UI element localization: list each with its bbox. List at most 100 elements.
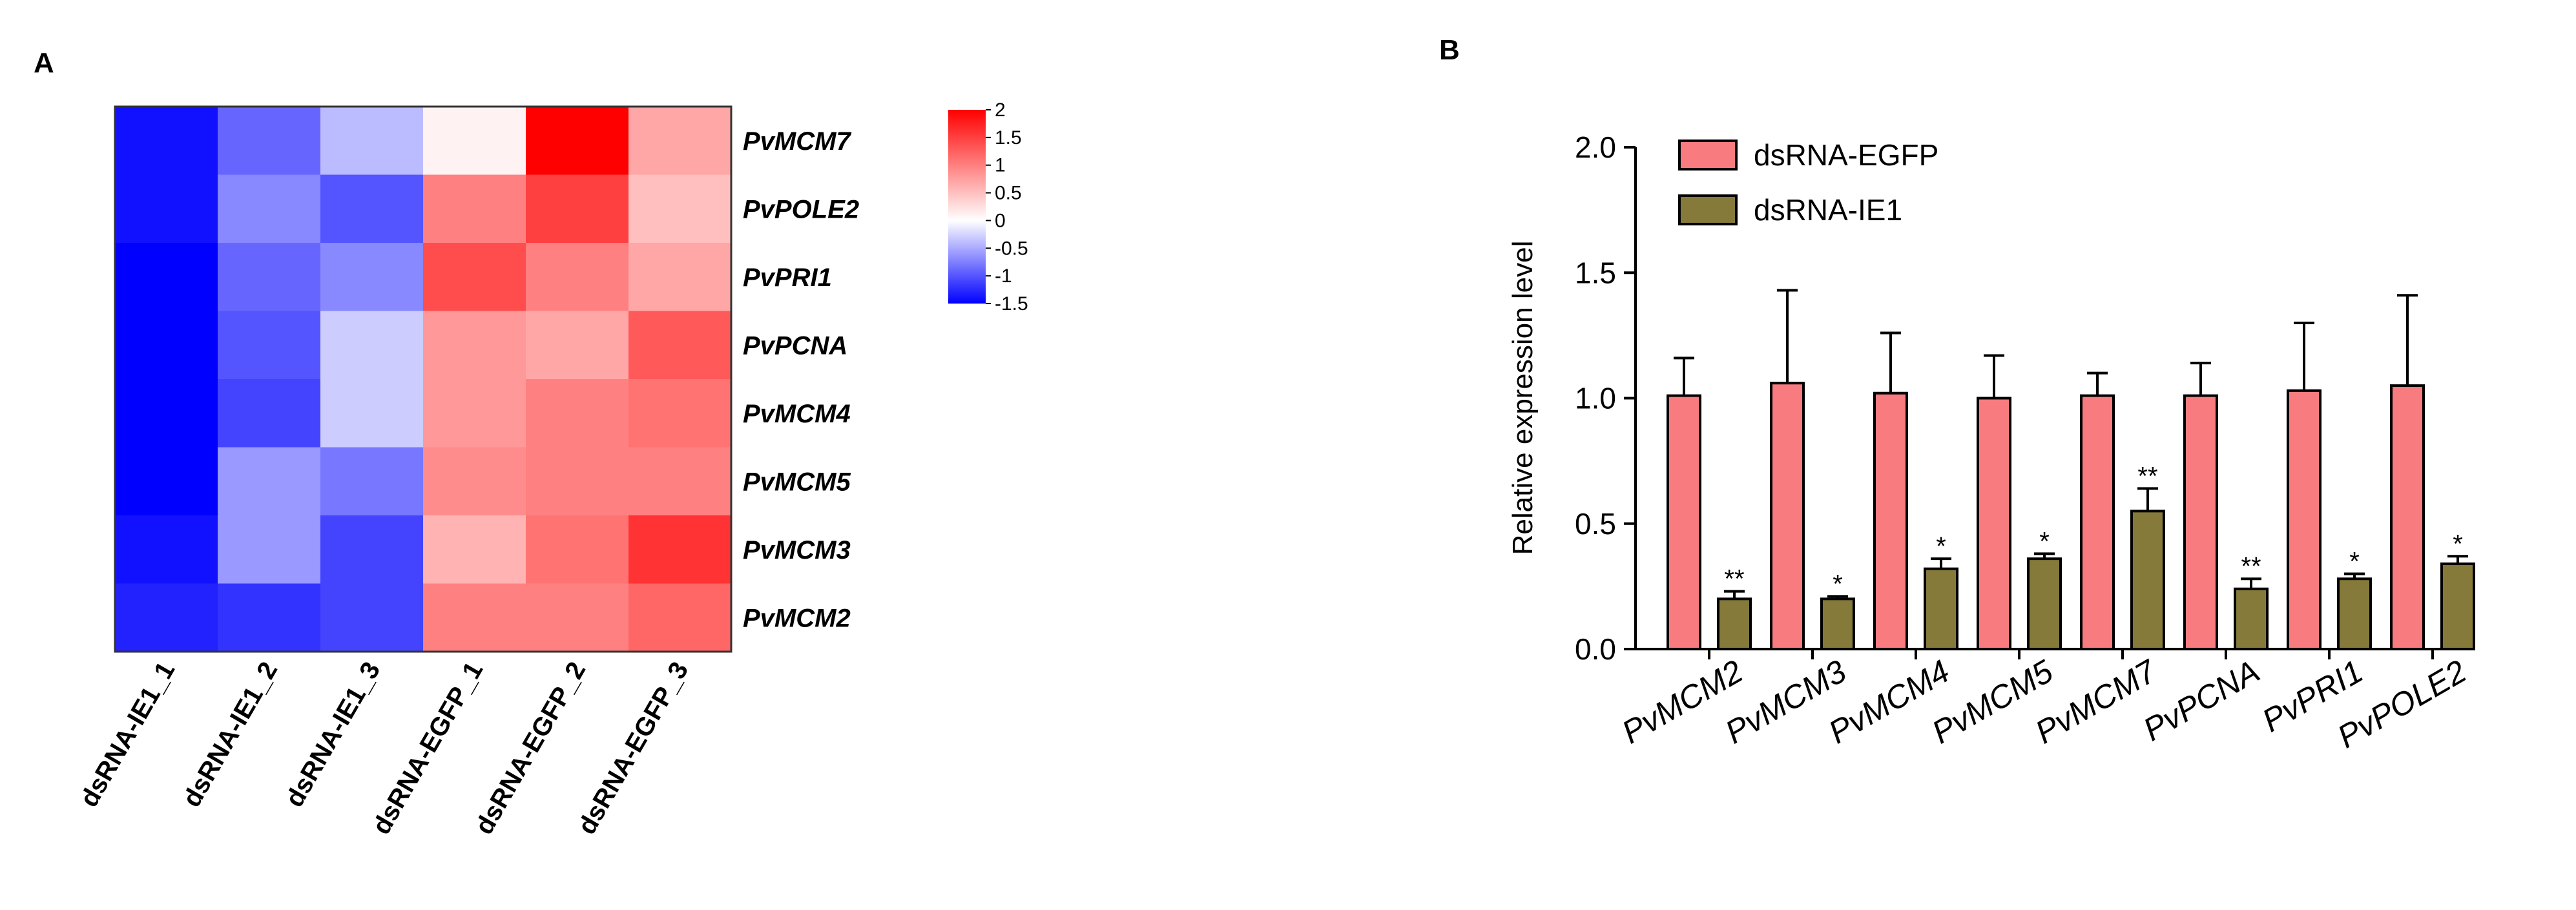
heatmap-row-label: PvPOLE2	[743, 195, 859, 223]
heatmap-row-label: PvMCM2	[743, 604, 851, 632]
bar	[2130, 510, 2165, 651]
heatmap-cell	[526, 107, 629, 175]
heatmap-cell	[320, 243, 424, 311]
heatmap-cell	[628, 107, 732, 175]
heatmap-border	[114, 105, 732, 653]
bar	[2287, 389, 2322, 650]
heatmap-row-label: PvMCM7	[743, 127, 851, 156]
heatmap-cell	[218, 243, 321, 311]
legend-swatch	[1678, 140, 1738, 171]
heatmap-cell	[423, 583, 526, 652]
heatmap-cell	[115, 243, 218, 311]
heatmap-cell	[526, 583, 629, 652]
heatmap-cell	[320, 515, 424, 584]
heatmap-cell	[526, 311, 629, 380]
heatmap-cell	[218, 515, 321, 584]
heatmap-cell	[115, 311, 218, 380]
heatmap-cell	[628, 174, 732, 243]
bar	[2027, 557, 2062, 651]
heatmap-cell	[218, 379, 321, 448]
colorbar	[948, 110, 986, 304]
significance-marker: *	[2349, 547, 2360, 575]
heatmap-cell	[218, 447, 321, 516]
bar	[2390, 384, 2425, 650]
heatmap-cell	[423, 447, 526, 516]
heatmap-column-label: dsRNA-EGFP_1	[367, 657, 488, 840]
bar	[2080, 394, 2115, 650]
heatmap-cell	[423, 243, 526, 311]
y-tick-label: 0.5	[1575, 507, 1616, 541]
significance-marker: **	[2241, 552, 2261, 581]
y-tick-label: 1.5	[1575, 256, 1616, 289]
bar	[1924, 567, 1958, 650]
heatmap-cell	[526, 515, 629, 584]
bar	[1820, 597, 1855, 650]
heatmap-cell	[526, 243, 629, 311]
heatmap-cell	[628, 515, 732, 584]
heatmap-column-label: dsRNA-IE1_2	[178, 657, 284, 812]
panel-label-a: A	[34, 47, 54, 79]
colorbar-tick-label: -1	[995, 265, 1012, 287]
heatmap-cell	[423, 515, 526, 584]
significance-marker: **	[1724, 565, 1744, 594]
y-tick-label: 0.0	[1575, 632, 1616, 666]
heatmap-cell	[628, 311, 732, 380]
bar	[2183, 394, 2218, 650]
heatmap-cell	[320, 311, 424, 380]
colorbar-tick-label: 1	[995, 155, 1006, 176]
heatmap-cell	[628, 243, 732, 311]
heatmap-cell	[526, 379, 629, 448]
heatmap-cell	[628, 583, 732, 652]
panel-label-b: B	[1439, 34, 1460, 66]
heatmap-cell	[423, 311, 526, 380]
heatmap-cell	[115, 583, 218, 652]
heatmap-column-label: dsRNA-IE1_1	[75, 657, 181, 812]
bar	[1770, 382, 1805, 650]
heatmap-cell	[115, 107, 218, 175]
heatmap-row-label: PvMCM4	[743, 400, 851, 428]
heatmap-cell	[320, 583, 424, 652]
colorbar-tick-label: 0	[995, 210, 1006, 231]
heatmap-row-label: PvMCM5	[743, 468, 851, 496]
heatmap-cell	[320, 447, 424, 516]
heatmap-cell	[320, 174, 424, 243]
heatmap-row-label: PvPRI1	[743, 264, 832, 292]
heatmap-row-label: PvPCNA	[743, 331, 847, 360]
colorbar-tick-label: 0.5	[995, 183, 1022, 204]
bar	[2234, 587, 2269, 651]
bar	[1977, 397, 2011, 650]
bar	[2440, 562, 2475, 650]
significance-marker: *	[2039, 527, 2050, 555]
heatmap-cell	[423, 107, 526, 175]
bar	[1873, 391, 1908, 650]
significance-marker: **	[2137, 462, 2157, 490]
legend-swatch	[1678, 194, 1738, 225]
significance-marker: *	[1936, 532, 1946, 561]
legend-label: dsRNA-IE1	[1754, 193, 1902, 227]
heatmap-cell	[115, 174, 218, 243]
heatmap-cell	[526, 447, 629, 516]
colorbar-tick-label: 2	[995, 99, 1006, 121]
heatmap-cell	[115, 447, 218, 516]
y-tick-label: 1.0	[1575, 382, 1616, 415]
y-tick-label: 2.0	[1575, 130, 1616, 164]
heatmap-cell	[115, 379, 218, 448]
bar	[1717, 597, 1752, 650]
heatmap-cell	[218, 311, 321, 380]
significance-marker: *	[1833, 570, 1843, 598]
heatmap-cell	[320, 107, 424, 175]
colorbar-tick-label: -0.5	[995, 238, 1028, 259]
heatmap-cell	[218, 107, 321, 175]
x-tick-label: PvPCNA	[2137, 653, 2266, 748]
bar	[1667, 394, 1701, 650]
heatmap-cell	[628, 447, 732, 516]
heatmap-cell	[423, 174, 526, 243]
heatmap-cell	[423, 379, 526, 448]
heatmap-column-label: dsRNA-EGFP_3	[572, 657, 694, 840]
heatmap-cell	[115, 515, 218, 584]
bar	[2337, 577, 2372, 650]
heatmap-cell	[320, 379, 424, 448]
heatmap-cell	[628, 379, 732, 448]
colorbar-tick-label: -1.5	[995, 293, 1028, 315]
